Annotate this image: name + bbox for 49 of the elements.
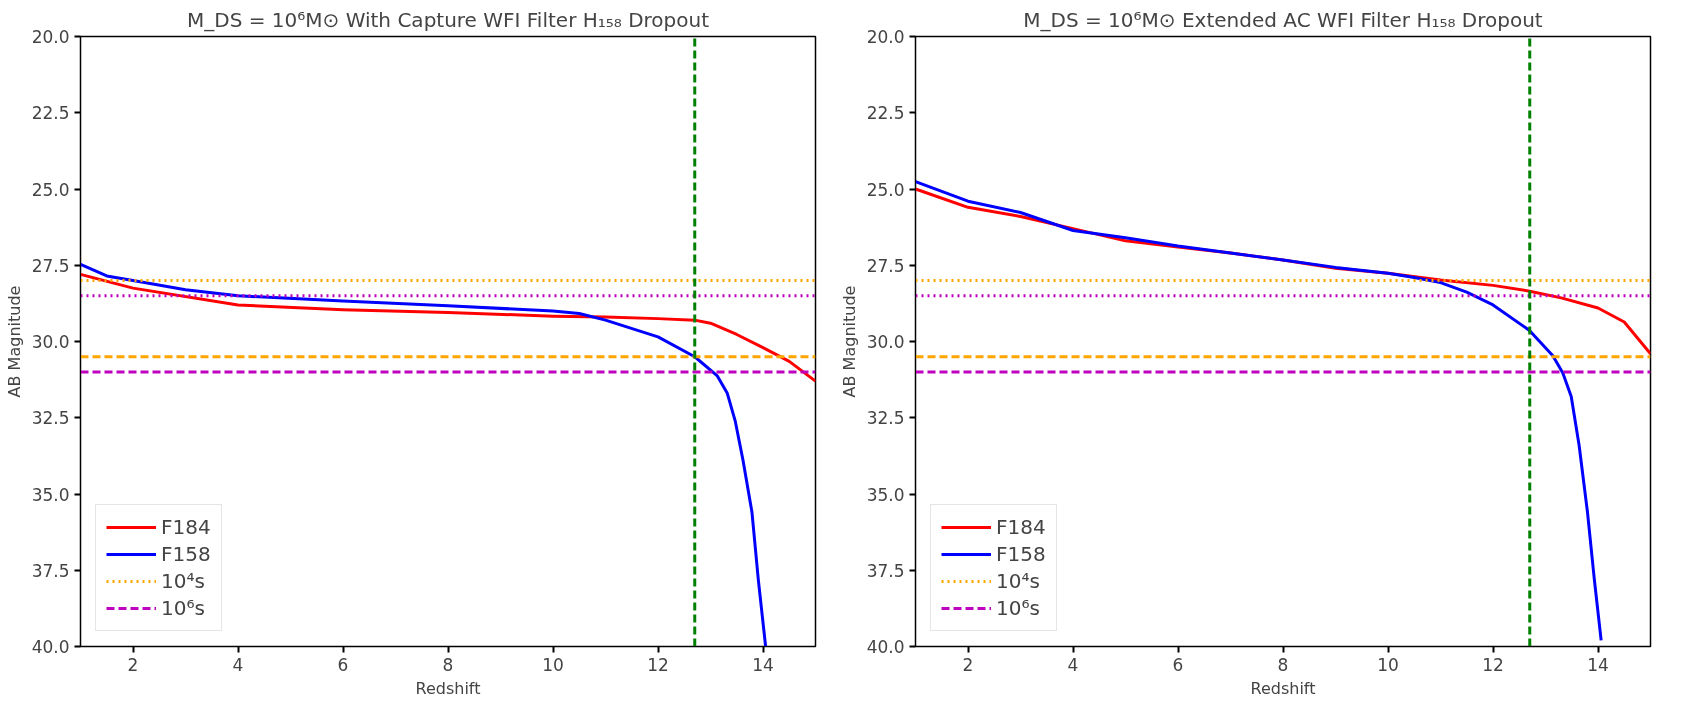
x-tick-label: 2 — [127, 654, 139, 675]
line-series — [915, 180, 1603, 642]
x-axis-title: Redshift — [1250, 678, 1316, 698]
legend-label: 10⁴s — [161, 569, 205, 593]
legend-label: F184 — [996, 515, 1046, 539]
x-tick-label: 6 — [1172, 654, 1184, 675]
x-tick-label: 6 — [337, 654, 349, 675]
y-tick-label: 27.5 — [31, 255, 70, 276]
line-series — [80, 272, 816, 383]
y-tick-label: 35.0 — [31, 484, 70, 505]
legend-label: 10⁶s — [996, 596, 1040, 620]
x-axis-title: Redshift — [415, 678, 481, 698]
x-tick-label: 10 — [542, 654, 564, 675]
y-tick-label: 37.5 — [31, 560, 70, 581]
x-tick-label: 4 — [232, 654, 244, 675]
y-tick-label: 20.0 — [866, 27, 905, 47]
legend-label: 10⁴s — [996, 569, 1040, 593]
x-tick-label: 8 — [442, 654, 454, 675]
y-tick-label: 27.5 — [866, 255, 905, 276]
x-tick-label: 10 — [1377, 654, 1399, 675]
x-tick-label: 2 — [962, 654, 974, 675]
legend-label: F184 — [161, 515, 211, 539]
y-tick-label: 32.5 — [866, 408, 905, 429]
y-tick-label: 32.5 — [31, 408, 70, 429]
y-tick-label: 30.0 — [31, 332, 70, 352]
y-tick-label: 25.0 — [31, 179, 70, 200]
line-series — [80, 262, 768, 647]
y-axis-title: AB Magnitude — [4, 285, 24, 398]
chart-title: M_DS = 10⁶M⊙ With Capture WFI Filter H₁₅₈ Dropout — [186, 7, 710, 32]
y-tick-label: 22.5 — [31, 103, 70, 124]
chart-title: M_DS = 10⁶M⊙ Extended AC WFI Filter H₁₅₈ Dropout — [1023, 7, 1543, 32]
y-tick-label: 40.0 — [31, 637, 70, 657]
legend-label: 10⁶s — [161, 596, 205, 620]
x-tick-label: 8 — [1277, 654, 1289, 675]
y-tick-label: 35.0 — [866, 484, 905, 505]
x-tick-label: 12 — [1482, 654, 1504, 675]
y-axis-title: AB Magnitude — [839, 285, 859, 398]
x-tick-label: 4 — [1067, 654, 1079, 675]
legend-label: F158 — [161, 542, 211, 566]
y-tick-label: 30.0 — [866, 332, 905, 352]
y-tick-label: 25.0 — [866, 179, 905, 200]
x-tick-label: 12 — [647, 654, 669, 675]
y-tick-label: 22.5 — [866, 103, 905, 124]
x-tick-label: 14 — [752, 654, 774, 675]
y-tick-label: 40.0 — [866, 637, 905, 657]
y-tick-label: 37.5 — [866, 560, 905, 581]
legend-label: F158 — [996, 542, 1046, 566]
y-tick-label: 20.0 — [31, 27, 70, 47]
x-tick-label: 14 — [1587, 654, 1609, 675]
